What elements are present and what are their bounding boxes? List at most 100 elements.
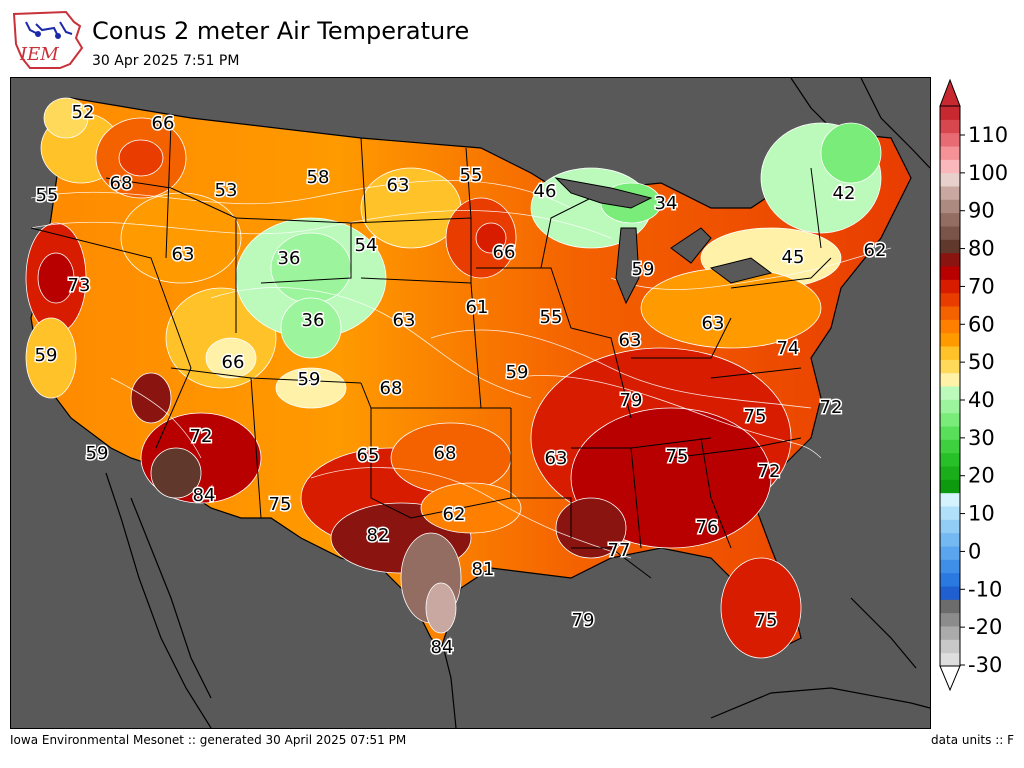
colorbar-band — [940, 506, 960, 520]
temperature-label: 66 — [493, 242, 516, 263]
temperature-label: 79 — [620, 390, 643, 411]
colorbar-tick-label: 60 — [968, 312, 995, 336]
colorbar-band — [940, 386, 960, 400]
temperature-label: 45 — [782, 247, 805, 268]
temperature-label: 36 — [302, 310, 325, 331]
temperature-label: 77 — [608, 540, 631, 561]
colorbar-band — [940, 479, 960, 494]
colorbar-band — [940, 239, 960, 254]
page-subtitle: 30 Apr 2025 7:51 PM — [92, 53, 240, 69]
temperature-label: 52 — [72, 102, 95, 123]
temperature-label: 54 — [355, 235, 378, 256]
colorbar-band — [940, 612, 960, 627]
temperature-label: 76 — [696, 517, 719, 538]
temperature-label: 72 — [190, 426, 213, 447]
colorbar-tick-label: 0 — [968, 539, 981, 563]
colorbar-band — [940, 466, 960, 480]
colorbar-tick-label: 100 — [968, 161, 1008, 185]
temperature-label: 63 — [702, 313, 725, 334]
colorbar-band — [940, 559, 960, 574]
colorbar-tick-label: 40 — [968, 388, 995, 412]
temperature-label: 66 — [222, 352, 245, 373]
colorbar-band — [940, 252, 960, 267]
colorbar-band — [940, 119, 960, 134]
colorbar-band — [940, 639, 960, 654]
temperature-label: 72 — [758, 461, 781, 482]
temperature-label: 65 — [357, 445, 380, 466]
colorbar-band — [940, 146, 960, 160]
colorbar-band — [940, 199, 960, 214]
colorbar-band — [940, 306, 960, 320]
page-title: Conus 2 meter Air Temperature — [92, 17, 470, 45]
colorbar-tick-label: 70 — [968, 274, 995, 298]
temperature-label: 73 — [68, 275, 91, 296]
temperature-label: 81 — [472, 559, 495, 580]
colorbar-bands — [939, 78, 961, 692]
temperature-label: 62 — [864, 240, 887, 261]
temperature-label: 36 — [278, 248, 301, 269]
temperature-label: 46 — [534, 181, 557, 202]
colorbar-band — [940, 532, 960, 547]
colorbar-band — [940, 372, 960, 387]
isotherms — [30, 180, 892, 559]
temperature-label: 72 — [820, 397, 843, 418]
temperature-label: 84 — [193, 485, 216, 506]
header: IEM Conus 2 meter Air Temperature 30 Apr… — [0, 0, 1024, 76]
temperature-label: 61 — [466, 297, 489, 318]
temperature-label: 42 — [833, 183, 856, 204]
colorbar-band — [940, 212, 960, 227]
colorbar-tick-label: 20 — [968, 464, 995, 488]
colorbar-band — [940, 292, 960, 307]
temperature-label: 74 — [777, 338, 800, 359]
temperature-label: 59 — [632, 259, 655, 280]
temperature-label: 75 — [666, 446, 689, 467]
temperature-labels: 52 66 55 68 53 58 63 55 46 34 42 36 54 63 66 62 45 73 59 36… — [33, 101, 888, 660]
state-borders — [30, 122, 832, 579]
temperature-label: 55 — [540, 307, 563, 328]
temperature-label: 68 — [110, 173, 133, 194]
colorbar-band — [940, 172, 960, 187]
colorbar-tick-label: 30 — [968, 426, 995, 450]
colorbar-frame — [939, 105, 961, 667]
temperature-label: 59 — [298, 369, 321, 390]
temperature-label: 75 — [269, 494, 292, 515]
temperature-label: 55 — [460, 165, 483, 186]
colorbar-tick-label: -30 — [968, 653, 1002, 677]
temperature-label: 58 — [307, 167, 330, 188]
colorbar-band — [940, 519, 960, 534]
temperature-label: 82 — [367, 525, 390, 546]
temperature-label: 59 — [506, 362, 529, 383]
colorbar-tick-label: -20 — [968, 615, 1002, 639]
temperature-label: 68 — [434, 443, 457, 464]
temperature-label: 34 — [655, 193, 678, 214]
temperature-label: 63 — [172, 244, 195, 265]
great-lakes — [554, 177, 773, 305]
temperature-map: 52 66 55 68 53 58 63 55 46 34 42 36 54 63 66 62 45 73 59 36… — [10, 77, 931, 729]
temperature-label: 55 — [36, 185, 59, 206]
colorbar-tick-label: 80 — [968, 237, 995, 261]
temperature-label: 59 — [35, 345, 58, 366]
logo-text: IEM — [19, 44, 59, 65]
temperature-label: 66 — [152, 113, 175, 134]
colorbar-tick-label: 110 — [968, 123, 1008, 147]
colorbar-band — [940, 439, 960, 454]
colorbar-band — [940, 572, 960, 587]
colorbar-band — [940, 492, 960, 507]
temperature-fields — [25, 97, 882, 659]
colorbar-band — [940, 452, 960, 467]
temperature-label: 63 — [619, 330, 642, 351]
colorbar-band — [940, 652, 960, 667]
colorbar-band — [940, 159, 960, 174]
temperature-label: 84 — [431, 637, 454, 658]
temperature-label: 79 — [572, 610, 595, 631]
temperature-label: 63 — [545, 448, 568, 469]
colorbar-band — [940, 226, 960, 240]
colorbar-tick-label: 50 — [968, 350, 995, 374]
footer-units: data units :: F — [931, 733, 1014, 747]
temperature-label: 63 — [387, 175, 410, 196]
colorbar-band — [940, 106, 960, 120]
colorbar-band — [940, 412, 960, 427]
colorbar-min-arrow — [939, 665, 961, 692]
colorbar-band — [940, 346, 960, 360]
